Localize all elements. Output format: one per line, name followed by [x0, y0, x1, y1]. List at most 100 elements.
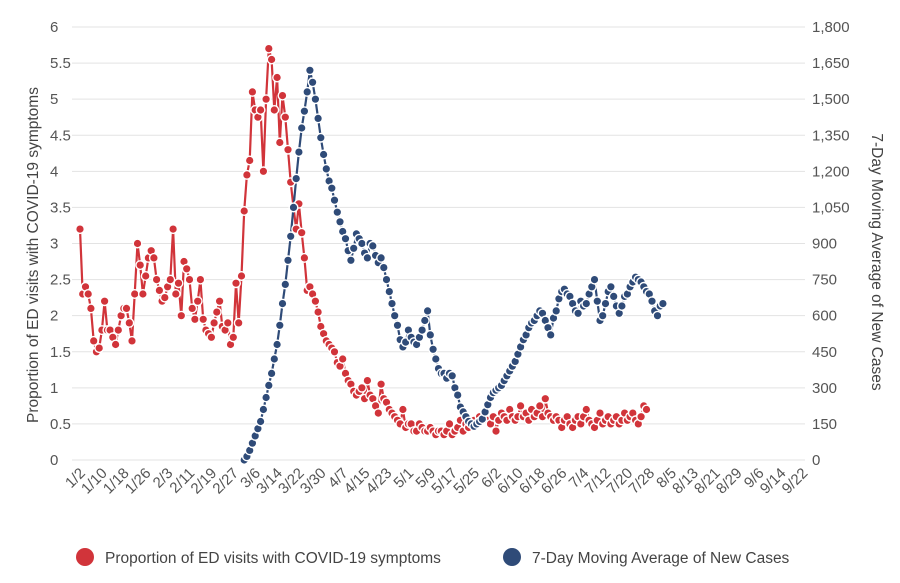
data-point-ed-visits	[159, 292, 170, 303]
data-point-new-cases	[283, 255, 294, 266]
data-point-new-cases	[269, 354, 280, 365]
left-tick-label: 1.5	[50, 344, 71, 361]
data-point-ed-visits	[540, 393, 551, 404]
data-point-ed-visits	[241, 169, 252, 180]
data-point-new-cases	[384, 286, 395, 297]
data-point-new-cases	[367, 240, 378, 251]
data-point-ed-visits	[277, 90, 288, 101]
data-point-ed-visits	[272, 72, 283, 83]
data-point-new-cases	[326, 183, 337, 194]
data-point-ed-visits	[373, 408, 384, 419]
data-point-ed-visits	[192, 296, 203, 307]
data-point-ed-visits	[211, 307, 222, 318]
data-point-new-cases	[332, 207, 343, 218]
data-point-new-cases	[392, 320, 403, 331]
data-point-new-cases	[600, 298, 611, 309]
data-point-new-cases	[597, 310, 608, 321]
data-point-new-cases	[266, 368, 277, 379]
data-point-ed-visits	[198, 314, 209, 325]
data-point-ed-visits	[581, 404, 592, 415]
left-tick-label: 3.5	[50, 199, 71, 216]
data-point-ed-visits	[244, 155, 255, 166]
data-point-new-cases	[302, 86, 313, 97]
data-point-new-cases	[447, 370, 458, 381]
data-point-new-cases	[428, 344, 439, 355]
right-tick-label: 300	[812, 380, 837, 397]
data-point-new-cases	[274, 320, 285, 331]
data-point-new-cases	[378, 262, 389, 273]
data-point-ed-visits	[362, 375, 373, 386]
data-point-new-cases	[425, 329, 436, 340]
right-tick-label: 600	[812, 308, 837, 325]
data-point-ed-visits	[269, 104, 280, 115]
x-tick-label: 3/30	[297, 465, 330, 498]
right-tick-label: 1,500	[812, 91, 850, 108]
data-point-ed-visits	[222, 317, 233, 328]
data-point-ed-visits	[329, 346, 340, 357]
data-point-ed-visits	[168, 224, 179, 235]
right-tick-label: 750	[812, 272, 837, 289]
data-point-ed-visits	[173, 278, 184, 289]
data-point-new-cases	[261, 392, 272, 403]
left-tick-label: 2.5	[50, 272, 71, 289]
data-point-ed-visits	[121, 303, 132, 314]
legend-label-ed-visits: Proportion of ED visits with COVID-19 sy…	[105, 550, 441, 567]
data-point-new-cases	[318, 149, 329, 160]
data-point-ed-visits	[148, 252, 159, 263]
data-point-ed-visits	[83, 289, 94, 300]
data-point-new-cases	[387, 298, 398, 309]
data-point-ed-visits	[209, 317, 220, 328]
data-point-new-cases	[263, 380, 274, 391]
data-point-new-cases	[315, 132, 326, 143]
data-point-ed-visits	[283, 144, 294, 155]
data-point-ed-visits	[140, 271, 151, 282]
data-point-new-cases	[340, 233, 351, 244]
right-tick-label: 900	[812, 236, 837, 253]
data-point-new-cases	[329, 195, 340, 206]
x-tick-label: 6/26	[538, 465, 571, 498]
data-point-ed-visits	[274, 137, 285, 148]
data-point-new-cases	[348, 243, 359, 254]
data-point-ed-visits	[258, 166, 269, 177]
data-point-new-cases	[417, 325, 428, 336]
data-point-ed-visits	[94, 343, 105, 354]
data-point-new-cases	[313, 113, 324, 124]
data-point-ed-visits	[176, 310, 187, 321]
data-point-ed-visits	[233, 317, 244, 328]
data-point-new-cases	[288, 202, 299, 213]
data-point-new-cases	[356, 238, 367, 249]
data-point-new-cases	[652, 310, 663, 321]
data-point-ed-visits	[636, 411, 647, 422]
x-tick-label: 8/29	[713, 465, 746, 498]
x-tick-label: 2/27	[209, 465, 242, 498]
data-point-ed-visits	[195, 274, 206, 285]
data-point-ed-visits	[206, 332, 217, 343]
data-point-new-cases	[605, 281, 616, 292]
data-point-ed-visits	[126, 335, 137, 346]
data-point-new-cases	[592, 296, 603, 307]
data-point-ed-visits	[228, 332, 239, 343]
data-point-ed-visits	[296, 227, 307, 238]
data-point-ed-visits	[110, 339, 121, 350]
data-point-ed-visits	[356, 382, 367, 393]
data-point-ed-visits	[165, 274, 176, 285]
data-point-ed-visits	[444, 418, 455, 429]
data-point-ed-visits	[595, 408, 606, 419]
data-point-new-cases	[608, 291, 619, 302]
series-points	[74, 43, 668, 466]
data-point-new-cases	[647, 296, 658, 307]
data-point-new-cases	[310, 94, 321, 105]
data-point-ed-visits	[214, 296, 225, 307]
data-point-ed-visits	[85, 303, 96, 314]
data-point-new-cases	[616, 301, 627, 312]
data-point-new-cases	[381, 274, 392, 285]
data-point-ed-visits	[99, 296, 110, 307]
data-point-ed-visits	[151, 274, 162, 285]
data-point-new-cases	[307, 77, 318, 88]
right-tick-label: 1,800	[812, 19, 850, 36]
data-point-ed-visits	[263, 43, 274, 54]
right-y-axis-ticks: 0 150 300 450 600 750 900 1,050 1,200 1,350 1,500 1…	[812, 19, 850, 469]
data-point-new-cases	[419, 315, 430, 326]
right-tick-label: 450	[812, 344, 837, 361]
